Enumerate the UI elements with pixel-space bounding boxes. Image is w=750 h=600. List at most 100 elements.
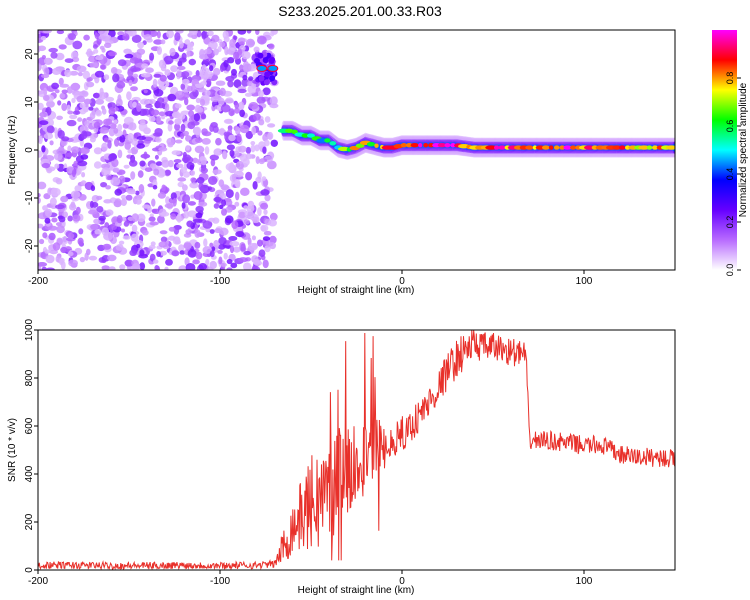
spectrogram-noise-field — [38, 30, 279, 270]
spectrogram-noise-cell — [196, 30, 202, 38]
spectrogram-noise-cell — [77, 117, 83, 122]
spectrogram-noise-cell — [189, 164, 194, 171]
spectrogram-noise-cell — [262, 236, 271, 242]
spectrogram-noise-cell — [156, 251, 162, 257]
spectrogram-noise-cell — [213, 148, 223, 156]
spectrogram-noise-cell — [187, 210, 198, 218]
spectrogram-noise-cell — [264, 116, 271, 123]
spectrogram-noise-cell — [153, 132, 163, 137]
spectrogram-noise-cell — [226, 144, 235, 151]
spectrogram-noise-cell — [187, 201, 196, 206]
spectrogram-noise-cell — [178, 265, 188, 270]
spectrogram-noise-cell — [194, 145, 205, 154]
spectrogram-noise-cell — [38, 57, 47, 66]
spectrogram-noise-cell — [170, 192, 177, 200]
spectrogram-noise-cell — [139, 249, 145, 257]
spectrogram-noise-cell — [168, 235, 176, 241]
spectrogram-noise-cell — [125, 48, 130, 54]
spectrogram-noise-cell — [42, 232, 48, 239]
spectrogram-noise-cell — [156, 46, 162, 55]
spectrogram-noise-cell — [193, 191, 203, 200]
spectrogram-noise-cell — [148, 245, 156, 250]
spectrogram-noise-cell — [102, 243, 112, 250]
spectrogram-noise-cell — [165, 258, 173, 266]
spectrogram-noise-cell — [121, 194, 127, 200]
spectrogram-noise-cell — [81, 172, 86, 178]
ridge-core — [418, 143, 423, 148]
spectrogram-noise-cell — [110, 67, 118, 74]
spectrogram-noise-cell — [157, 97, 165, 104]
snr-x-ticks: -200 -100 0 100 — [28, 570, 593, 587]
spectrogram-noise-cell — [153, 89, 164, 97]
spectrogram-noise-cell — [78, 240, 83, 246]
spectrogram-noise-cell — [269, 212, 278, 221]
spectrogram-noise-cell — [177, 113, 186, 120]
spectrogram-noise-cell — [68, 33, 76, 41]
spectrogram-noise-cell — [78, 228, 84, 235]
spectrogram-noise-cell — [160, 236, 168, 243]
spectrogram-noise-cell — [245, 153, 253, 160]
spectrogram-blob-cell — [258, 75, 265, 82]
spectrogram-noise-cell — [110, 177, 121, 186]
spectrogram-noise-cell — [58, 44, 67, 50]
colorbar-tick-label: 0.2 — [725, 216, 735, 229]
spectrogram-noise-cell — [56, 148, 66, 155]
spectrogram-noise-cell — [243, 205, 249, 210]
spectrogram-noise-cell — [182, 130, 189, 137]
spectrogram-noise-cell — [224, 46, 229, 56]
spectrogram-noise-cell — [192, 259, 200, 265]
spectrogram-noise-cell — [178, 244, 185, 252]
spectrogram-noise-cell — [121, 216, 127, 222]
spectrogram-noise-cell — [143, 89, 148, 94]
colorbar-gradient — [712, 30, 737, 270]
spectrogram-noise-cell — [69, 203, 77, 211]
spectrogram-noise-cell — [131, 224, 138, 233]
spectrogram-noise-cell — [154, 154, 159, 160]
spectrogram-noise-cell — [60, 195, 69, 203]
spectrogram-noise-cell — [72, 56, 80, 63]
spectrogram-noise-cell — [245, 130, 253, 140]
spectrogram-noise-cell — [256, 239, 263, 247]
spectrogram-noise-cell — [98, 35, 106, 40]
spectrogram-noise-cell — [176, 163, 184, 169]
spectrogram-noise-cell — [168, 226, 176, 232]
spectrogram-noise-cell — [236, 160, 245, 170]
spectrogram-noise-cell — [231, 220, 239, 229]
spectrogram-noise-cell — [266, 160, 277, 170]
spectrogram-ridge — [277, 120, 675, 160]
spectrogram-noise-cell — [196, 107, 204, 113]
x-tick-label: 0 — [399, 576, 405, 587]
spectrogram-noise-cell — [258, 90, 264, 98]
spectrogram-noise-cell — [180, 83, 186, 90]
spectrogram-noise-cell — [263, 230, 272, 236]
spectrogram-noise-cell — [56, 115, 63, 121]
spectrogram-noise-cell — [138, 122, 148, 132]
spectrogram-noise-cell — [176, 213, 182, 221]
spectrogram-noise-cell — [211, 34, 220, 43]
spectrogram-noise-cell — [66, 104, 71, 112]
spectrogram-noise-cell — [204, 89, 211, 97]
spectrogram-noise-cell — [164, 103, 170, 112]
spectrogram-noise-cell — [99, 87, 104, 96]
spectrogram-noise-cell — [229, 149, 235, 157]
ridge-core — [542, 145, 550, 150]
spectrogram-noise-cell — [38, 45, 47, 52]
spectrogram-noise-cell — [257, 130, 263, 136]
spectrogram-noise-cell — [153, 73, 162, 78]
spectrogram-noise-cell — [120, 198, 127, 206]
spectrogram-noise-cell — [251, 235, 256, 241]
spectrogram-noise-cell — [64, 58, 74, 63]
spectrogram-noise-cell — [237, 88, 247, 94]
spectrogram-noise-cell — [38, 197, 41, 204]
spectrogram-noise-cell — [56, 222, 62, 227]
spectrogram-noise-cell — [105, 96, 115, 102]
spectrogram-noise-cell — [149, 253, 156, 262]
spectrogram-noise-cell — [223, 36, 230, 43]
spectrogram-noise-cell — [136, 135, 146, 141]
spectrogram-noise-cell — [49, 140, 54, 146]
spectrogram-noise-cell — [38, 181, 47, 190]
spectrogram-noise-cell — [193, 113, 201, 122]
colorbar-label: Normalized spectral amplitude — [738, 82, 749, 217]
spectrogram-noise-cell — [161, 184, 166, 192]
spectrogram-noise-cell — [117, 123, 123, 132]
